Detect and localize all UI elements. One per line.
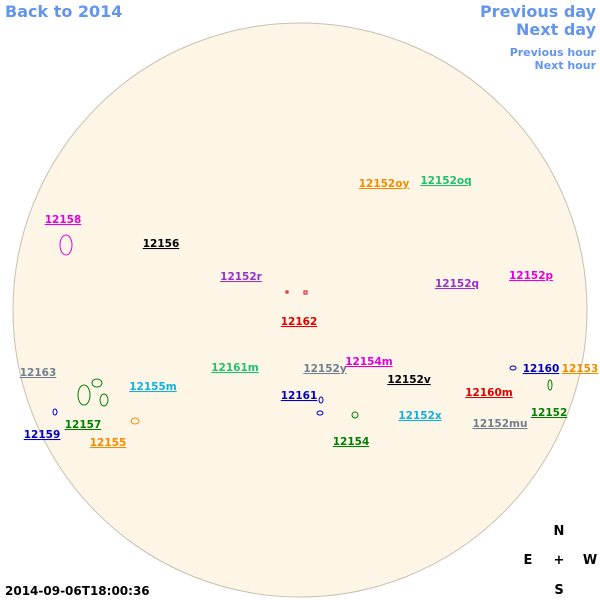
region-label[interactable]: 12154 bbox=[333, 436, 370, 448]
region-label[interactable]: 12152p bbox=[509, 270, 554, 282]
timestamp: 2014-09-06T18:00:36 bbox=[5, 584, 150, 598]
region-label[interactable]: 12159 bbox=[24, 429, 61, 441]
region-label[interactable]: 12152oy bbox=[359, 178, 410, 190]
back-link[interactable]: Back to 2014 bbox=[5, 2, 122, 21]
region-label[interactable]: 12152oq bbox=[420, 175, 471, 187]
region-label[interactable]: 12152q bbox=[435, 278, 479, 290]
sunspot-contours bbox=[52, 234, 553, 425]
region-label[interactable]: 12156 bbox=[143, 238, 180, 250]
region-label[interactable]: 12152r bbox=[220, 271, 263, 283]
region-label[interactable]: 12161m bbox=[211, 362, 259, 374]
region-label[interactable]: 12152 bbox=[531, 407, 568, 419]
region-label[interactable]: 12160m bbox=[465, 387, 513, 399]
region-label[interactable]: 12155m bbox=[129, 381, 177, 393]
region-label[interactable]: 12152x bbox=[398, 410, 442, 422]
compass-east: E bbox=[524, 553, 533, 568]
region-label[interactable]: 12161 bbox=[281, 390, 318, 402]
region-labels: 12158 12156 12152r 12162 12152oy 12152oq 12152… bbox=[20, 175, 599, 449]
region-label[interactable]: 12157 bbox=[65, 419, 102, 431]
region-label[interactable]: 12154m bbox=[345, 356, 393, 368]
region-label[interactable]: 12152v bbox=[387, 374, 431, 386]
region-label[interactable]: 12155 bbox=[90, 437, 127, 449]
compass-north: N bbox=[554, 524, 565, 539]
region-label[interactable]: 12162 bbox=[281, 316, 318, 328]
compass-south: S bbox=[554, 583, 563, 598]
region-label[interactable]: 12158 bbox=[45, 214, 82, 226]
region-label[interactable]: 12160 bbox=[523, 363, 560, 375]
previous-hour-link[interactable]: Previous hour bbox=[510, 46, 597, 59]
solar-disk bbox=[12, 22, 588, 598]
next-day-link[interactable]: Next day bbox=[516, 20, 597, 39]
previous-day-link[interactable]: Previous day bbox=[480, 2, 597, 21]
compass-center: + bbox=[554, 553, 565, 568]
compass-west: W bbox=[583, 553, 597, 568]
next-hour-link[interactable]: Next hour bbox=[535, 59, 597, 72]
region-label[interactable]: 12153 bbox=[562, 363, 599, 375]
region-label[interactable]: 12152mu bbox=[473, 418, 528, 430]
region-label[interactable]: 12163 bbox=[20, 367, 57, 379]
region-label[interactable]: 12152y bbox=[303, 363, 347, 375]
